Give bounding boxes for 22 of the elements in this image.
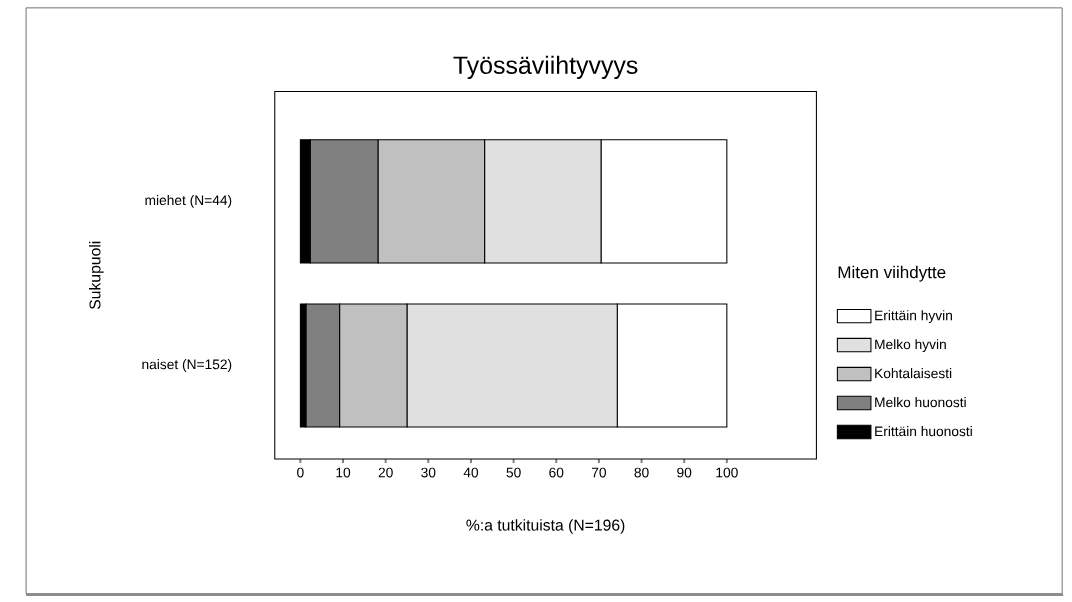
chart-title: Työssäviihtyvyys [453, 55, 638, 80]
legend-label: Erittäin huonosti [875, 426, 972, 437]
x-axis-title: %:a tutkituista (N=196) [466, 519, 625, 534]
x-tick-label: 20 [378, 467, 393, 478]
y-tick-label: miehet (N=44) [145, 195, 232, 209]
legend-label: Melko huonosti [875, 397, 966, 408]
x-tick-label: 100 [716, 467, 738, 478]
x-tick-label: 0 [297, 467, 304, 478]
x-tick-label: 70 [591, 467, 607, 478]
x-tick-label: 80 [634, 467, 649, 478]
x-tick-label: 40 [463, 467, 479, 478]
x-tick-label: 90 [677, 467, 692, 478]
x-tick-label: 30 [421, 467, 436, 478]
x-tick-label: 50 [506, 467, 521, 478]
x-tick-label: 10 [336, 467, 351, 478]
y-axis-title: Sukupuoli [89, 241, 104, 310]
y-tick-label: naiset (N=152) [142, 359, 232, 373]
legend-label: Melko hyvin [875, 339, 946, 353]
legend-title: Miten viihdytte [838, 265, 946, 282]
legend-label: Kohtalaisesti [875, 368, 952, 379]
x-tick-label: 60 [549, 467, 564, 478]
legend-label: Erittäin hyvin [875, 310, 952, 324]
